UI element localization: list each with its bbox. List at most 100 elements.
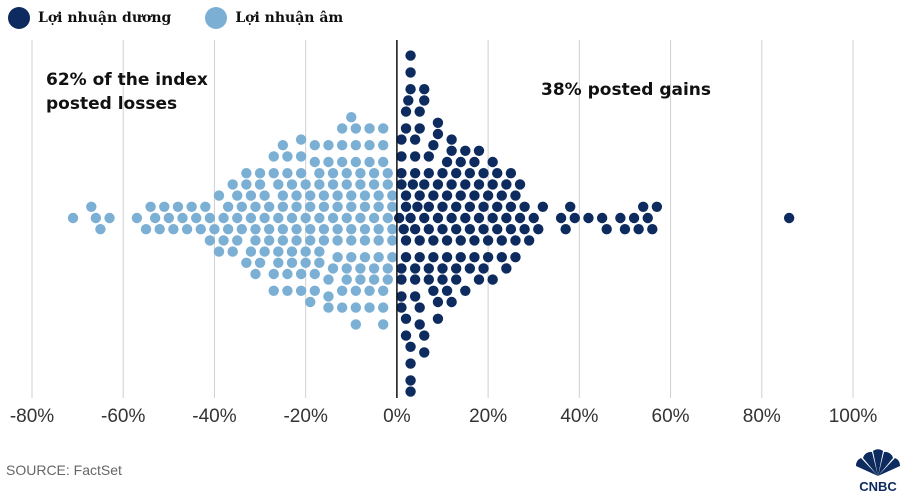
point-positive xyxy=(400,330,412,341)
x-tick-label: 40% xyxy=(560,406,598,427)
point-negative xyxy=(168,224,179,235)
point-negative xyxy=(268,151,279,162)
x-tick-label: 20% xyxy=(469,406,507,427)
cnbc-logo: CNBC xyxy=(855,449,901,494)
point-positive xyxy=(510,190,521,201)
point-negative xyxy=(318,235,330,246)
point-negative xyxy=(305,201,316,212)
annotation-losses: 62% of the index posted losses xyxy=(46,70,208,114)
point-negative xyxy=(359,235,371,246)
point-positive xyxy=(428,252,439,263)
point-negative xyxy=(346,235,357,246)
point-positive xyxy=(528,212,539,224)
point-negative xyxy=(282,168,293,179)
point-positive xyxy=(441,252,453,263)
point-positive xyxy=(414,123,425,134)
point-negative xyxy=(104,212,115,224)
point-negative xyxy=(186,201,197,212)
point-positive xyxy=(642,212,653,224)
point-positive xyxy=(400,106,412,117)
point-positive xyxy=(464,201,476,212)
point-negative xyxy=(163,212,175,224)
point-positive xyxy=(596,212,608,224)
point-negative xyxy=(286,246,298,257)
point-positive xyxy=(396,179,407,190)
point-positive xyxy=(437,201,448,212)
point-negative xyxy=(359,190,371,201)
point-positive xyxy=(423,168,435,179)
point-negative xyxy=(327,212,339,224)
point-positive xyxy=(460,145,471,156)
legend-swatch-negative xyxy=(205,7,228,29)
point-positive xyxy=(446,134,457,145)
point-positive xyxy=(469,190,480,201)
point-negative xyxy=(149,212,161,224)
point-positive xyxy=(469,235,480,246)
point-positive xyxy=(419,212,430,224)
point-positive xyxy=(615,212,626,224)
point-positive xyxy=(633,224,644,235)
point-positive xyxy=(464,224,476,235)
point-negative xyxy=(273,179,284,190)
point-positive xyxy=(419,84,430,95)
point-positive xyxy=(400,235,412,246)
point-negative xyxy=(336,285,348,296)
point-negative xyxy=(378,123,389,134)
point-negative xyxy=(318,201,330,212)
point-positive xyxy=(396,263,407,274)
point-negative xyxy=(336,123,348,134)
point-negative xyxy=(241,257,252,268)
point-negative xyxy=(341,212,352,224)
point-positive xyxy=(407,179,419,190)
point-positive xyxy=(583,212,594,224)
point-positive xyxy=(473,179,485,190)
point-negative xyxy=(323,274,334,285)
point-negative xyxy=(359,201,371,212)
point-negative xyxy=(382,263,393,274)
point-negative xyxy=(359,224,371,235)
point-negative xyxy=(336,156,348,168)
point-negative xyxy=(355,263,366,274)
point-negative xyxy=(218,212,229,224)
point-negative xyxy=(323,291,334,302)
point-positive xyxy=(473,274,485,285)
point-positive xyxy=(409,151,421,162)
point-negative xyxy=(277,224,289,235)
point-negative xyxy=(273,257,284,268)
point-negative xyxy=(368,179,380,190)
point-negative xyxy=(90,212,102,224)
point-positive xyxy=(419,347,430,358)
point-negative xyxy=(300,257,311,268)
point-positive xyxy=(560,224,571,235)
point-negative xyxy=(286,257,298,268)
point-positive xyxy=(460,285,471,296)
point-positive xyxy=(405,375,416,386)
logo-text: CNBC xyxy=(859,479,897,494)
point-negative xyxy=(368,263,380,274)
point-positive xyxy=(569,212,580,224)
point-negative xyxy=(300,179,311,190)
point-negative xyxy=(295,151,307,162)
legend: Lợi nhuận dương Lợi nhuận âm xyxy=(8,4,377,32)
point-negative xyxy=(323,302,334,313)
point-positive xyxy=(783,212,795,224)
point-positive xyxy=(446,296,457,308)
point-negative xyxy=(277,235,289,246)
point-positive xyxy=(423,151,435,162)
point-negative xyxy=(314,168,325,179)
point-positive xyxy=(419,95,430,106)
point-negative xyxy=(295,134,307,145)
point-positive xyxy=(441,285,453,296)
legend-swatch-positive xyxy=(8,7,30,29)
point-positive xyxy=(405,84,416,95)
point-positive xyxy=(432,179,444,190)
point-negative xyxy=(286,212,298,224)
point-positive xyxy=(414,190,425,201)
point-positive xyxy=(396,168,407,179)
point-positive xyxy=(405,67,416,78)
point-negative xyxy=(291,201,302,212)
point-negative xyxy=(355,179,366,190)
point-negative xyxy=(300,212,311,224)
point-negative xyxy=(145,201,156,212)
point-negative xyxy=(373,201,384,212)
